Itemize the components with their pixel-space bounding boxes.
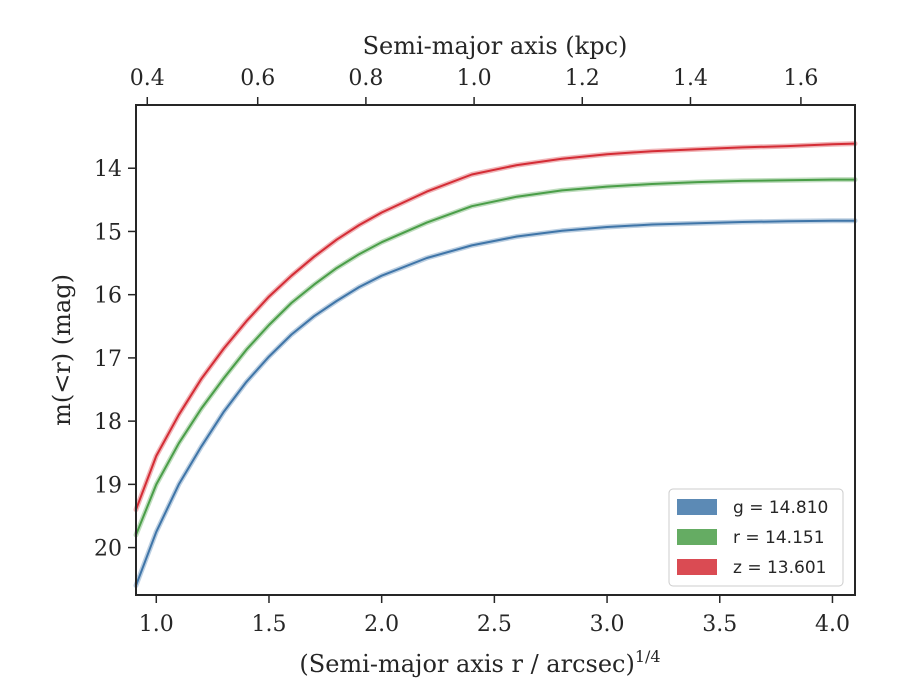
legend-items: g = 14.810 r = 14.151 z = 13.601 — [677, 498, 828, 578]
x-axis-label: (Semi-major axis r / arcsec)1/4 — [299, 647, 660, 678]
top-x-axis: 0.4 0.6 0.8 1.0 1.2 1.4 1.6 — [130, 66, 818, 105]
series-line-2 — [135, 142, 856, 511]
y-tick-label: 19 — [94, 473, 122, 498]
y-tick-label: 14 — [94, 157, 122, 182]
y-axis-label: m(<r) (mag) — [48, 274, 76, 426]
top-x-axis-label: Semi-major axis (kpc) — [363, 32, 628, 60]
x-tick-label: 2.0 — [364, 612, 399, 637]
y-axis: 14 15 16 17 18 19 20 — [94, 157, 136, 562]
legend: g = 14.810 r = 14.151 z = 13.601 — [668, 488, 844, 587]
top-x-tick-label: 1.0 — [457, 66, 492, 91]
y-tick-label: 16 — [94, 284, 122, 309]
legend-label: g = 14.810 — [733, 498, 828, 518]
series-line-0 — [135, 219, 856, 587]
y-tick-label: 18 — [94, 410, 122, 435]
top-x-tick-label: 1.6 — [783, 66, 818, 91]
x-tick-label: 3.5 — [702, 612, 737, 637]
legend-swatch — [677, 499, 717, 515]
legend-label: z = 13.601 — [733, 558, 826, 578]
x-axis-label-exponent: 1/4 — [635, 647, 661, 666]
x-tick-label: 4.0 — [815, 612, 850, 637]
legend-swatch — [677, 529, 717, 545]
y-tick-label: 15 — [94, 220, 122, 245]
legend-label: r = 14.151 — [733, 528, 825, 548]
x-tick-label: 1.0 — [139, 612, 174, 637]
top-x-tick-label: 0.8 — [348, 66, 383, 91]
plot-frame — [135, 104, 856, 596]
series-line-1 — [135, 178, 856, 536]
top-x-tick-label: 1.4 — [673, 66, 708, 91]
x-tick-label: 3.0 — [590, 612, 625, 637]
x-tick-label: 1.5 — [251, 612, 286, 637]
legend-swatch — [677, 559, 717, 575]
top-x-tick-label: 1.2 — [565, 66, 600, 91]
y-tick-label: 17 — [94, 347, 122, 372]
x-tick-label: 2.5 — [477, 612, 512, 637]
plot-area — [133, 104, 858, 596]
x-axis-label-text: (Semi-major axis r / arcsec) — [299, 650, 634, 678]
data-curves — [133, 141, 858, 588]
bottom-x-axis: 1.0 1.5 2.0 2.5 3.0 3.5 4.0 — [139, 595, 850, 637]
top-x-tick-label: 0.4 — [130, 66, 165, 91]
top-x-tick-label: 0.6 — [240, 66, 275, 91]
y-tick-label: 20 — [94, 537, 122, 562]
